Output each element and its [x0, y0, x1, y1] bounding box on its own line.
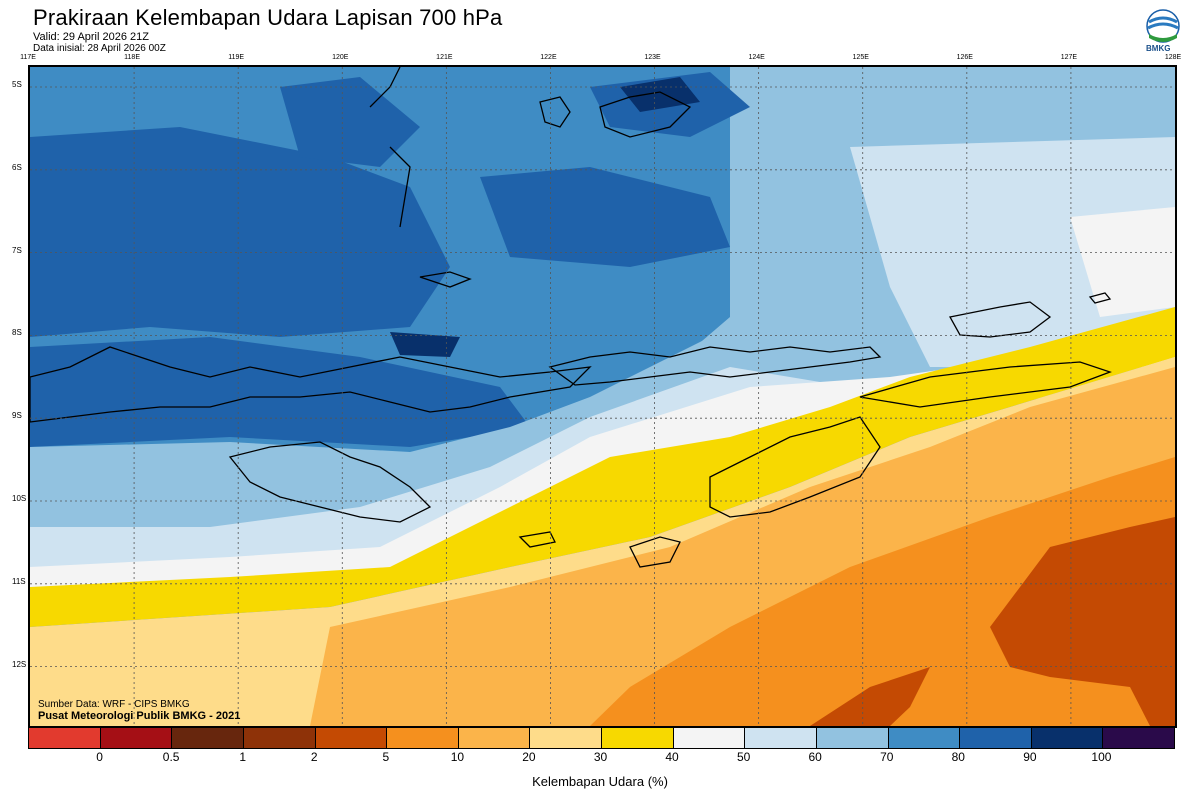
colorbar-tick-label: 50	[736, 750, 751, 764]
colorbar-tick-label: 30	[593, 750, 608, 764]
colorbar-tick-label: 20	[522, 750, 536, 764]
colorbar-swatch	[315, 728, 388, 748]
lon-label: 123E	[644, 54, 661, 61]
colorbar-swatch	[816, 728, 889, 748]
lon-label: 126E	[956, 54, 973, 61]
field-80-90-west	[30, 127, 450, 337]
lon-label: 128E	[1164, 54, 1182, 61]
humidity-map	[28, 65, 1177, 728]
colorbar-tick-label: 1	[239, 750, 247, 764]
colorbar-tick-label: 100	[1091, 750, 1112, 764]
field-2-5-south	[810, 667, 930, 726]
field-80-90-north	[280, 77, 420, 167]
map-title: Prakiraan Kelembapan Udara Lapisan 700 h…	[33, 5, 503, 30]
field-80-90-center	[480, 167, 730, 267]
colorbar-swatch	[100, 728, 173, 748]
lon-label: 118E	[124, 54, 140, 61]
init-time: Data inisial: 28 April 2026 00Z	[33, 43, 166, 54]
colorbar-label: Kelembapan Udara (%)	[532, 774, 668, 789]
colorbar-swatch	[458, 728, 531, 748]
field-2-5-east	[990, 517, 1175, 726]
colorbar-swatch	[1103, 728, 1174, 748]
colorbar-tick-label: 80	[951, 750, 965, 764]
valid-time: Valid: 29 April 2026 21Z	[33, 31, 149, 43]
lat-label: 8S	[12, 328, 22, 338]
colorbar-swatch	[387, 728, 459, 748]
colorbar-tick-label: 2	[310, 750, 318, 764]
colorbar-tick-label: 10	[450, 750, 465, 764]
colorbar-swatch	[602, 728, 674, 748]
field-40-50-ne	[1070, 207, 1175, 317]
logo-text: BMKG	[1146, 44, 1171, 53]
colorbar-swatch	[243, 728, 316, 748]
lon-label: 127E	[1060, 54, 1078, 61]
field-60-70-band	[30, 317, 890, 557]
graticule	[30, 67, 1175, 726]
colorbar-swatch	[29, 728, 101, 748]
lat-label: 10S	[12, 494, 27, 503]
lon-label: 119E	[228, 54, 245, 61]
colorbar-tick-label: 0.5	[162, 750, 180, 764]
colorbar-swatch	[530, 728, 602, 748]
colorbar-swatch	[888, 728, 961, 748]
colorbar-swatch	[960, 728, 1032, 748]
colorbar-tick-label: 40	[665, 750, 679, 764]
colorbar-swatch	[172, 728, 244, 748]
colorbar-swatch	[673, 728, 746, 748]
lon-label: 124E	[748, 54, 765, 61]
lat-label: 7S	[12, 245, 22, 255]
lat-label: 5S	[12, 80, 22, 89]
colorbar-tick-label: 5	[382, 750, 390, 764]
lat-label: 11S	[12, 576, 26, 586]
colorbar	[28, 727, 1175, 749]
lon-label: 120E	[332, 54, 349, 61]
field-90-100-south	[390, 332, 460, 357]
bmkg-logo-icon	[1146, 9, 1180, 43]
field-80-90-south	[30, 337, 530, 447]
credit-producer: Pusat Meteorologi Publik BMKG - 2021	[38, 710, 241, 722]
lon-label: 122E	[540, 54, 557, 61]
lat-label: 9S	[12, 411, 22, 421]
lat-label: 6S	[12, 162, 22, 172]
lon-label: 125E	[852, 54, 869, 61]
colorbar-swatch	[1031, 728, 1104, 748]
colorbar-tick-label: 60	[808, 750, 822, 764]
colorbar-tick-label: 0	[96, 750, 103, 764]
colorbar-tick-label: 90	[1023, 750, 1037, 764]
colorbar-tick-label: 70	[880, 750, 894, 764]
coastlines	[30, 67, 1112, 568]
lon-label: 121E	[436, 54, 453, 61]
field-50-60	[850, 137, 1175, 367]
field-30-40-band	[30, 307, 1175, 627]
lon-label: 117E	[20, 54, 36, 61]
lat-label: 12S	[12, 659, 27, 669]
credit-source: Sumber Data: WRF - CIPS BMKG	[38, 699, 190, 710]
field-90-100	[620, 77, 700, 112]
colorbar-swatch	[745, 728, 817, 748]
